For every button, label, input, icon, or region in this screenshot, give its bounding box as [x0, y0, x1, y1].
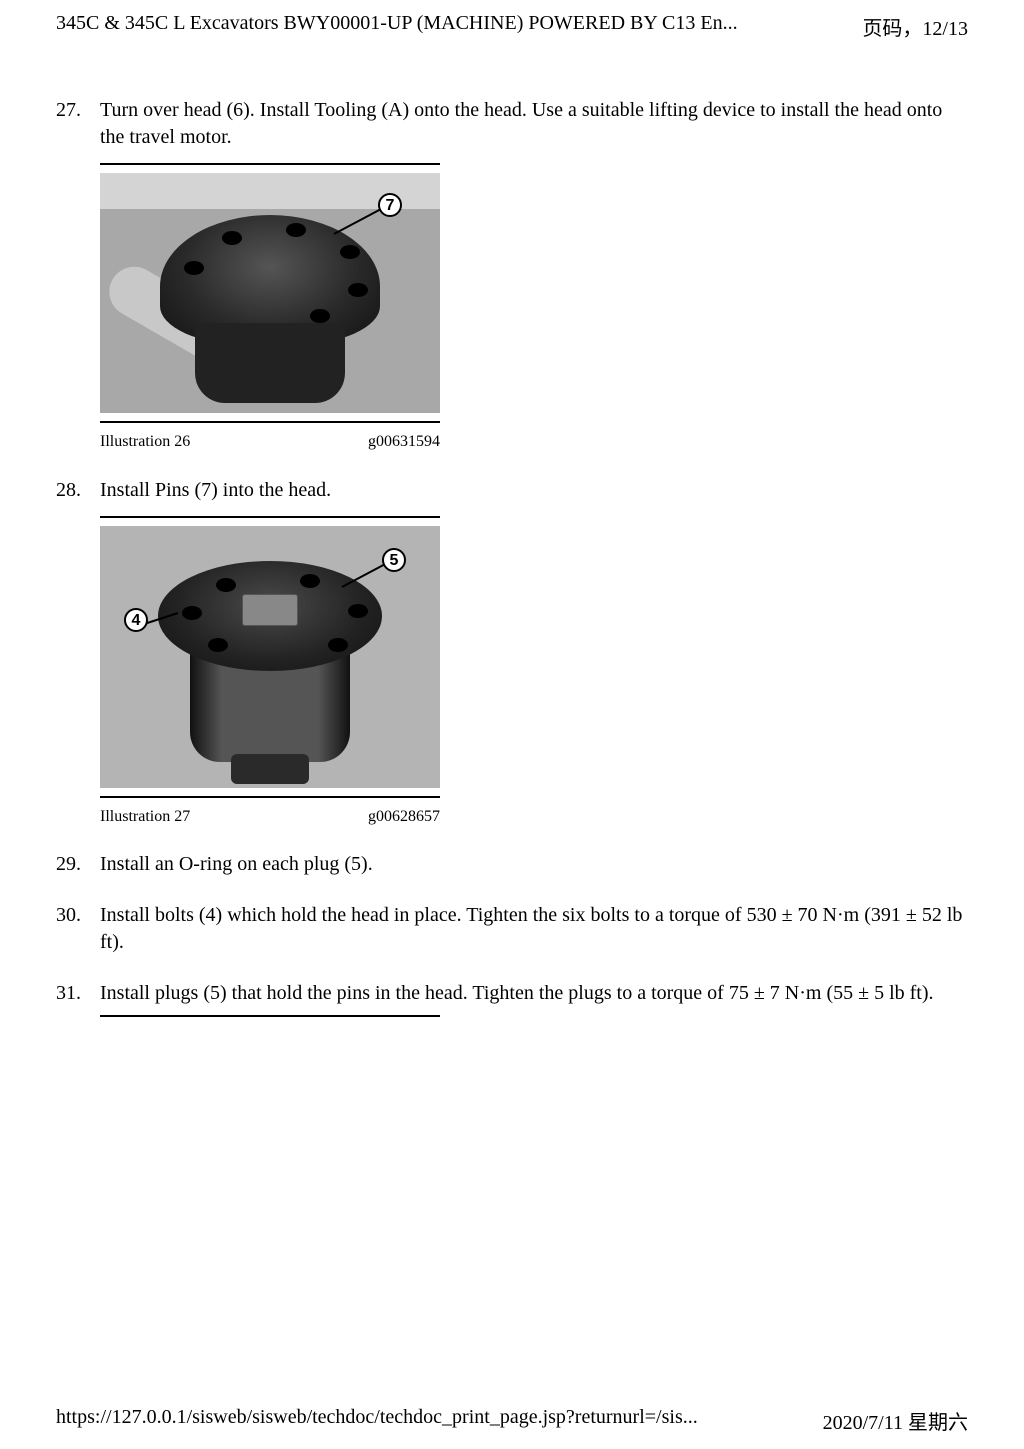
step-27: 27. Turn over head (6). Install Tooling …: [100, 97, 968, 453]
figure-26: 7 Illustration 26 g00631594: [100, 163, 440, 453]
step-number: 28.: [56, 477, 81, 504]
bolt-hole: [184, 261, 204, 275]
callout-5: 5: [382, 548, 406, 572]
bolt-hole: [222, 231, 242, 245]
step-text: Install plugs (5) that hold the pins in …: [100, 982, 934, 1004]
step-30: 30. Install bolts (4) which hold the hea…: [100, 902, 968, 956]
page-footer: https://127.0.0.1/sisweb/sisweb/techdoc/…: [56, 1406, 968, 1435]
step-number: 31.: [56, 980, 81, 1007]
figure-rule-top: [100, 163, 440, 165]
step-text: Install an O-ring on each plug (5).: [100, 853, 373, 875]
bolt-hole: [328, 638, 348, 652]
callout-4: 4: [124, 608, 148, 632]
step-number: 30.: [56, 902, 81, 929]
step-number: 29.: [56, 851, 81, 878]
header-page-number: 页码，12/13: [862, 12, 968, 41]
step-29: 29. Install an O-ring on each plug (5).: [100, 851, 968, 878]
step-text: Install Pins (7) into the head.: [100, 479, 331, 501]
footer-date: 2020/7/11 星期六: [823, 1406, 968, 1435]
bolt-hole: [348, 283, 368, 297]
figure-26-caption: Illustration 26 g00631594: [100, 431, 440, 453]
callout-leader: [342, 563, 385, 587]
callout-7: 7: [378, 193, 402, 217]
bolt-hole: [310, 309, 330, 323]
step-text: Install bolts (4) which hold the head in…: [100, 904, 962, 953]
step-number: 27.: [56, 97, 81, 124]
figure-id: g00631594: [368, 431, 440, 453]
figure-26-image: 7: [100, 173, 440, 413]
bolt-hole: [340, 245, 360, 259]
bolt-hole: [300, 574, 320, 588]
figure-rule-top: [100, 1015, 440, 1017]
motor-foot-shape: [231, 754, 309, 784]
step-text: Turn over head (6). Install Tooling (A) …: [100, 99, 942, 148]
bolt-hole: [182, 606, 202, 620]
figure-rule-bottom: [100, 796, 440, 798]
figure-label: Illustration 26: [100, 431, 190, 453]
figure-27-image: 4 5: [100, 526, 440, 788]
figure-rule-bottom: [100, 421, 440, 423]
figure-27-caption: Illustration 27 g00628657: [100, 806, 440, 828]
bolt-hole: [216, 578, 236, 592]
footer-url: https://127.0.0.1/sisweb/sisweb/techdoc/…: [56, 1406, 698, 1435]
figure-27: 4 5 Illustration 27 g00628657: [100, 516, 440, 828]
bolt-hole: [286, 223, 306, 237]
figure-label: Illustration 27: [100, 806, 190, 828]
figure-id: g00628657: [368, 806, 440, 828]
motor-plate-shape: [242, 594, 298, 626]
figure-rule-top: [100, 516, 440, 518]
callout-leader: [334, 209, 381, 235]
step-31: 31. Install plugs (5) that hold the pins…: [100, 980, 968, 1017]
step-28: 28. Install Pins (7) into the head. 4: [100, 477, 968, 828]
bolt-hole: [348, 604, 368, 618]
bolt-hole: [208, 638, 228, 652]
motor-base-shape: [195, 323, 345, 403]
header-title: 345C & 345C L Excavators BWY00001-UP (MA…: [56, 12, 738, 41]
page-header: 345C & 345C L Excavators BWY00001-UP (MA…: [56, 12, 968, 41]
